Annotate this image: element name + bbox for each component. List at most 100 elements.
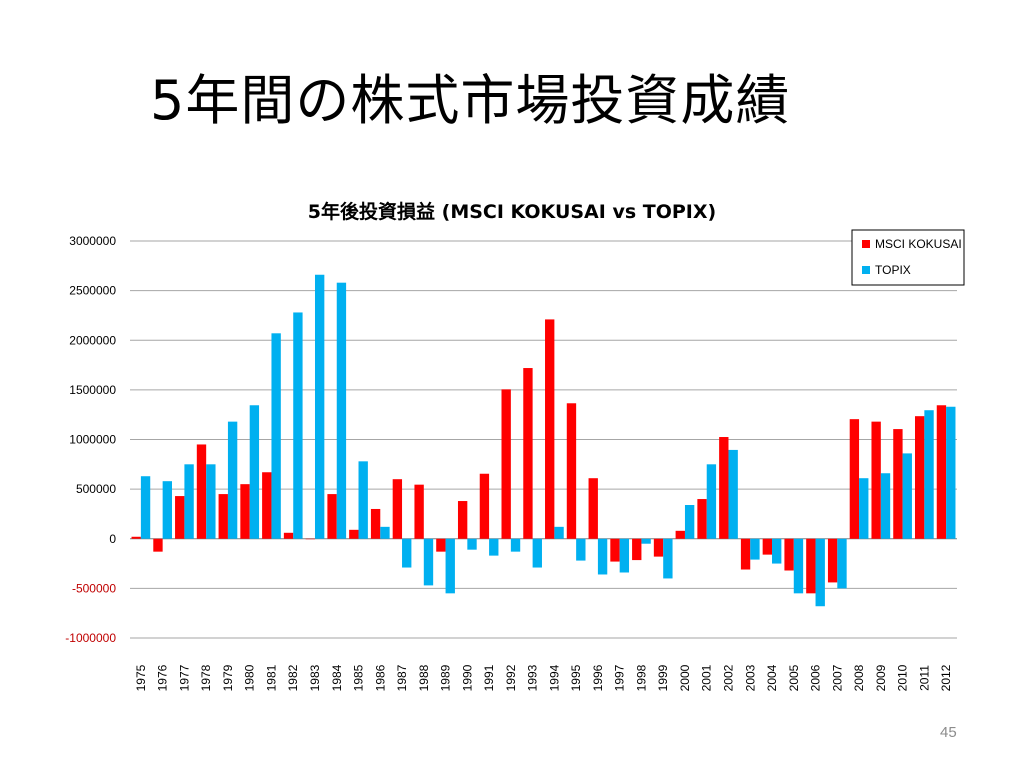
bar-topix [946, 406, 956, 539]
bar-msci [327, 494, 337, 539]
y-axis-ticks: 3000000 2500000 2000000 1500000 1000000 50000… [65, 234, 116, 645]
bar-topix [728, 449, 738, 539]
bar-msci [566, 403, 577, 539]
y-tick-label: 500000 [76, 482, 116, 496]
x-tick-label: 1978 [199, 664, 213, 691]
bar-topix [184, 464, 194, 539]
x-tick-label: 2002 [721, 664, 735, 691]
x-tick-label: 2005 [787, 664, 801, 691]
bar-topix [358, 461, 368, 539]
x-tick-label: 1982 [286, 664, 300, 691]
y-tick-label: -1000000 [65, 631, 116, 645]
x-tick-label: 2011 [917, 665, 931, 691]
x-tick-label: 2007 [830, 664, 844, 691]
legend-swatch-msci [862, 240, 870, 248]
x-tick-label: 1993 [526, 664, 540, 691]
y-tick-label: 1500000 [69, 383, 116, 397]
bar-msci [610, 538, 620, 562]
bar-msci [849, 419, 860, 539]
bar-msci [936, 405, 947, 539]
bar-msci [914, 416, 925, 539]
slide-title: 5年間の株式市場投資成績 [150, 69, 791, 132]
bar-msci [153, 538, 163, 552]
bar-topix [815, 538, 825, 607]
x-tick-label: 1985 [352, 664, 366, 691]
bar-msci [218, 494, 228, 539]
x-tick-label: 1977 [177, 664, 191, 691]
bar-topix [837, 538, 847, 589]
x-tick-label: 1986 [373, 664, 387, 691]
bar-topix [140, 476, 151, 539]
bar-topix [880, 473, 891, 539]
bar-topix [314, 274, 325, 539]
bar-topix [750, 538, 760, 560]
x-tick-label: 1975 [134, 664, 148, 691]
y-tick-label: 2000000 [69, 333, 116, 347]
y-tick-label: 0 [109, 532, 116, 546]
x-tick-label: 2006 [809, 664, 823, 691]
bar-msci [762, 538, 773, 555]
y-tick-label: 1000000 [69, 433, 116, 447]
bar-msci [370, 508, 381, 539]
x-tick-label: 1999 [656, 664, 670, 691]
bar-msci [392, 479, 403, 539]
bar-msci [457, 501, 468, 539]
bar-msci [305, 538, 315, 540]
bar-topix [227, 421, 238, 539]
x-tick-label: 1981 [264, 664, 278, 691]
bar-topix [554, 526, 564, 539]
bar-topix [336, 282, 347, 539]
bars [131, 274, 956, 607]
bar-msci [175, 496, 185, 539]
x-tick-label: 2009 [874, 664, 888, 691]
bar-msci [436, 538, 446, 552]
x-tick-label: 2000 [678, 664, 692, 691]
bar-msci [893, 429, 903, 539]
x-tick-label: 2001 [700, 664, 714, 691]
bar-msci [871, 421, 881, 539]
legend: MSCI KOKUSAI TOPIX [851, 229, 965, 286]
bar-topix [706, 464, 717, 539]
bar-topix [532, 538, 542, 568]
x-tick-label: 1991 [482, 664, 496, 691]
bar-topix [249, 405, 260, 539]
x-tick-label: 1987 [395, 664, 409, 691]
bar-msci [262, 472, 272, 539]
bar-topix [684, 505, 695, 539]
bar-topix [772, 538, 782, 564]
x-tick-label: 2008 [852, 664, 866, 691]
bar-msci [283, 532, 294, 539]
bar-msci [414, 484, 424, 539]
x-tick-label: 1976 [156, 664, 170, 691]
bar-topix [510, 538, 521, 552]
bar-topix [663, 538, 673, 579]
x-tick-label: 1997 [613, 664, 627, 691]
bar-topix [859, 478, 869, 539]
chart-title: 5年後投資損益 (MSCI KOKUSAI vs TOPIX) [308, 200, 716, 223]
bar-msci [131, 536, 141, 539]
x-tick-label: 1992 [504, 664, 518, 691]
bar-topix [489, 538, 499, 556]
bar-topix [619, 538, 630, 573]
bar-topix [402, 538, 412, 568]
bar-topix [467, 538, 477, 550]
bar-msci [784, 538, 794, 571]
bar-msci [240, 484, 250, 539]
x-tick-label: 1980 [243, 664, 257, 691]
legend-label-msci: MSCI KOKUSAI [875, 237, 962, 251]
x-tick-label: 2004 [765, 664, 779, 691]
bar-topix [423, 538, 434, 586]
bar-topix [380, 526, 390, 539]
bar-topix [576, 538, 586, 561]
x-tick-label: 1989 [439, 664, 453, 691]
x-tick-label: 1983 [308, 664, 322, 691]
bar-msci [675, 530, 685, 539]
x-tick-label: 1998 [634, 664, 648, 691]
x-tick-label: 1996 [591, 664, 605, 691]
bar-topix [641, 538, 651, 544]
legend-frame [851, 229, 965, 286]
bar-msci [653, 538, 664, 557]
y-tick-label: 2500000 [69, 284, 116, 298]
bar-msci [632, 538, 642, 561]
